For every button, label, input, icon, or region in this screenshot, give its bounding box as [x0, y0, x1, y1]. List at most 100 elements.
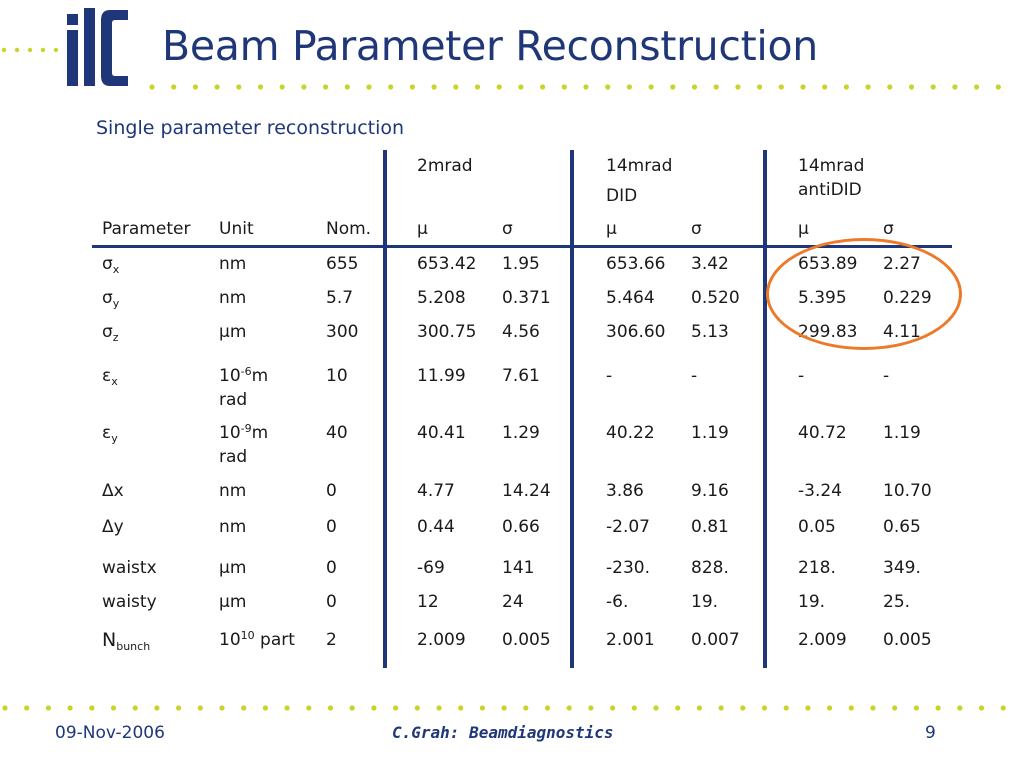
value: -	[798, 366, 805, 386]
value: 11.99	[417, 366, 466, 386]
value: 25.	[883, 592, 911, 612]
value: 141	[502, 558, 535, 578]
parameter-subscript: x	[112, 263, 120, 276]
group-header: 2mrad	[417, 154, 473, 178]
nominal-cell: 0	[326, 479, 337, 503]
value: 19.	[691, 592, 719, 612]
nominal-cell: 5.7	[326, 286, 353, 310]
mean-cell: -69	[417, 556, 445, 580]
sigma-cell: 25.	[883, 590, 910, 614]
value: 1.95	[502, 254, 540, 274]
unit-base: 10	[219, 423, 241, 443]
nominal-value: 655	[326, 254, 359, 274]
parameter-subscript: bunch	[116, 640, 151, 653]
unit-base: μm	[219, 558, 247, 578]
value: 0.81	[691, 517, 729, 537]
column-divider	[570, 150, 574, 668]
parameter-subscript: z	[112, 331, 119, 344]
sigma-cell: 0.81	[691, 515, 729, 539]
column-header: Nom.	[326, 217, 371, 241]
column-header: σ	[691, 217, 702, 241]
mean-cell: 653.42	[417, 252, 476, 276]
nominal-value: 0	[326, 558, 337, 578]
unit-cell: nm	[219, 479, 246, 503]
value: 4.56	[502, 322, 540, 342]
value: 653.66	[606, 254, 666, 274]
mean-cell: 2.009	[798, 628, 847, 652]
unit-second-line: rad	[219, 390, 248, 410]
group-header: 14mrad DID	[606, 154, 672, 208]
value: 5.208	[417, 288, 466, 308]
sigma-cell: 141	[502, 556, 534, 580]
unit-cell: μm	[219, 590, 246, 614]
parameter-cell: Nbunch	[102, 628, 150, 652]
unit-base: nm	[219, 517, 247, 537]
parameter-symbol: ε	[102, 423, 112, 443]
column-header-label: Nom.	[326, 219, 372, 239]
mean-cell: 0.05	[798, 515, 836, 539]
column-header: σ	[502, 217, 513, 241]
sigma-cell: 0.65	[883, 515, 921, 539]
parameter-cell: εy	[102, 421, 118, 445]
sigma-cell: 4.56	[502, 320, 540, 344]
sigma-cell: 24	[502, 590, 524, 614]
sigma-cell: 1.19	[691, 421, 729, 445]
nominal-value: 40	[326, 423, 348, 443]
value: 5.13	[691, 322, 729, 342]
sigma-cell: 7.61	[502, 364, 540, 388]
column-header: μ	[606, 217, 617, 241]
subtitle: Single parameter reconstruction	[96, 117, 405, 139]
group-header-line: 2mrad	[417, 156, 473, 176]
mean-cell: -	[798, 364, 804, 388]
column-divider	[763, 150, 767, 668]
nominal-cell: 2	[326, 628, 337, 652]
unit-base: 10	[219, 630, 241, 650]
group-header-line: 14mrad	[606, 156, 673, 176]
value: -69	[417, 558, 445, 578]
unit-base: 10	[219, 366, 241, 386]
parameter-cell: σz	[102, 320, 119, 344]
parameter-symbol: Δx	[102, 481, 124, 501]
value: 40.72	[798, 423, 847, 443]
mean-cell: 19.	[798, 590, 825, 614]
mean-cell: 306.60	[606, 320, 665, 344]
group-header-line: DID	[606, 186, 638, 206]
unit-cell: 10-6m rad	[219, 364, 268, 412]
value: -	[606, 366, 613, 386]
parameter-cell: σx	[102, 252, 119, 276]
nominal-cell: 40	[326, 421, 348, 445]
value: 0.66	[502, 517, 540, 537]
unit-second-line: rad	[219, 447, 248, 467]
column-header: σ	[883, 217, 894, 241]
value: 0.520	[691, 288, 740, 308]
column-header: Parameter	[102, 217, 190, 241]
value: 3.42	[691, 254, 729, 274]
value: 5.464	[606, 288, 655, 308]
unit-cell: μm	[219, 320, 246, 344]
value: 12	[417, 592, 439, 612]
nominal-value: 5.7	[326, 288, 354, 308]
parameter-cell: Δx	[102, 479, 124, 503]
parameter-symbol: N	[102, 629, 117, 651]
parameter-symbol: σ	[102, 322, 113, 342]
unit-cell: nm	[219, 286, 246, 310]
antidid-highlight-circle	[766, 238, 962, 350]
nominal-value: 2	[326, 630, 337, 650]
unit-exponent: -6	[240, 365, 252, 378]
unit-suffix: m	[251, 423, 269, 443]
unit-suffix: part	[254, 630, 295, 650]
sigma-cell: 0.371	[502, 286, 551, 310]
parameter-symbol: σ	[102, 288, 113, 308]
value: 3.86	[606, 481, 644, 501]
sigma-cell: 0.005	[883, 628, 932, 652]
parameter-cell: σy	[102, 286, 119, 310]
unit-exponent: -9	[240, 422, 252, 435]
parameter-cell: waistx	[102, 556, 157, 580]
column-header-label: μ	[606, 219, 617, 239]
sigma-cell: 0.520	[691, 286, 740, 310]
parameter-cell: εx	[102, 364, 118, 388]
unit-base: nm	[219, 481, 247, 501]
mean-cell: -230.	[606, 556, 650, 580]
unit-suffix: m	[251, 366, 269, 386]
sigma-cell: 19.	[691, 590, 718, 614]
